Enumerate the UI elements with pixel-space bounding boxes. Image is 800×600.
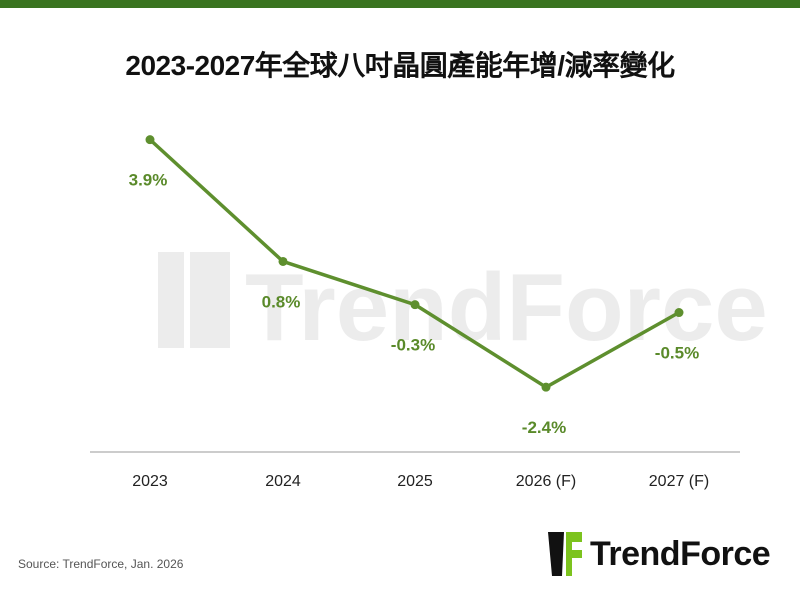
top-bar xyxy=(0,0,800,8)
logo-text: TrendForce xyxy=(590,534,771,573)
data-point xyxy=(674,308,684,318)
data-label: -0.3% xyxy=(391,336,435,355)
x-tick-label: 2025 xyxy=(397,473,433,490)
data-label: 0.8% xyxy=(262,292,301,311)
x-tick-label: 2026 (F) xyxy=(516,473,576,490)
watermark: TrendForce xyxy=(158,252,768,361)
watermark-text: TrendForce xyxy=(245,254,768,361)
data-point xyxy=(541,382,551,392)
data-label: -2.4% xyxy=(522,418,566,437)
logo-mark-icon xyxy=(548,532,582,576)
data-point xyxy=(145,135,155,145)
x-tick-label: 2024 xyxy=(265,473,301,490)
x-tick-label: 2023 xyxy=(132,473,168,490)
data-label: -0.5% xyxy=(655,344,699,363)
trendforce-logo: TrendForce xyxy=(548,530,771,578)
x-tick-label: 2027 (F) xyxy=(649,473,709,490)
data-point xyxy=(278,256,288,266)
data-label: 3.9% xyxy=(129,171,168,190)
data-point xyxy=(410,300,420,310)
source-note: Source: TrendForce, Jan. 2026 xyxy=(18,557,184,571)
chart-title: 2023-2027年全球八吋晶圓產能年增/減率變化 xyxy=(125,50,675,81)
